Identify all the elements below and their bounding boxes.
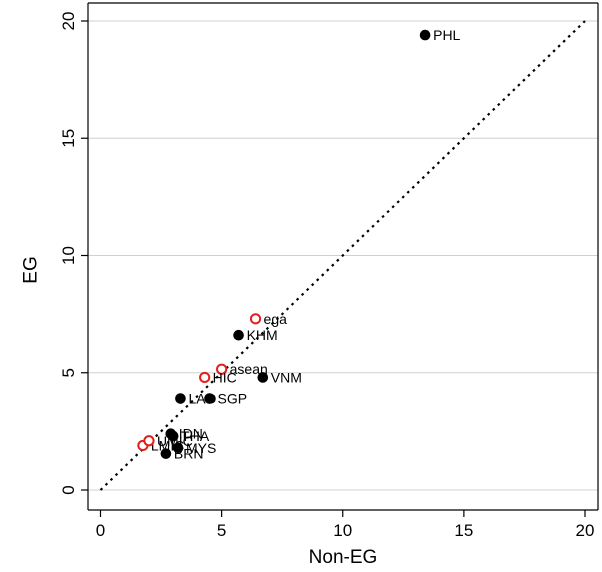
point-hic (199, 371, 211, 384)
point-mys (172, 442, 184, 454)
reference-line-y-equals-x (99, 20, 586, 491)
x-tick-label: 15 (454, 521, 473, 540)
point-label-idn: IDN (179, 426, 203, 442)
point-umic (143, 435, 155, 447)
y-tick-label: 15 (59, 129, 78, 148)
point-ega (249, 313, 262, 325)
point-lao (175, 393, 186, 404)
x-axis-title: Non-EG (309, 547, 378, 568)
point-label-hic: HIC (213, 369, 237, 385)
axes: 0 5 10 15 20 0 5 10 15 20 (59, 2, 599, 540)
point-sgp (204, 393, 215, 404)
y-tick-label: 10 (59, 246, 78, 265)
point-tha (167, 430, 179, 442)
point-label-vnm: VNM (271, 369, 302, 385)
point-asean (216, 363, 228, 375)
point-label-phl: PHL (433, 27, 460, 43)
y-tick-label: 20 (59, 12, 78, 31)
point-label-lmic: LMIC (151, 437, 184, 453)
point-brn (160, 448, 172, 459)
point-label-umic: UMIC (157, 433, 193, 449)
point-phl (419, 29, 431, 41)
point-khm (233, 329, 244, 341)
point-label-asean: asean (230, 361, 268, 377)
y-tick-label: 0 (59, 485, 78, 494)
point-label-brn: BRN (174, 446, 204, 462)
point-vnm (257, 372, 269, 383)
point-label-khm: KHM (247, 327, 278, 343)
point-label-tha: THA (181, 428, 210, 444)
x-tick-label: 20 (576, 521, 595, 540)
point-label-sgp: SGP (218, 391, 248, 407)
y-axis-title: EG (21, 256, 42, 283)
x-tick-label: 5 (217, 521, 226, 540)
y-tick-label: 5 (59, 368, 78, 377)
point-label-mys: MYS (186, 440, 216, 456)
x-tick-label: 10 (333, 521, 352, 540)
x-tick-label: 0 (96, 521, 105, 540)
point-label-ega: ega (264, 311, 288, 327)
